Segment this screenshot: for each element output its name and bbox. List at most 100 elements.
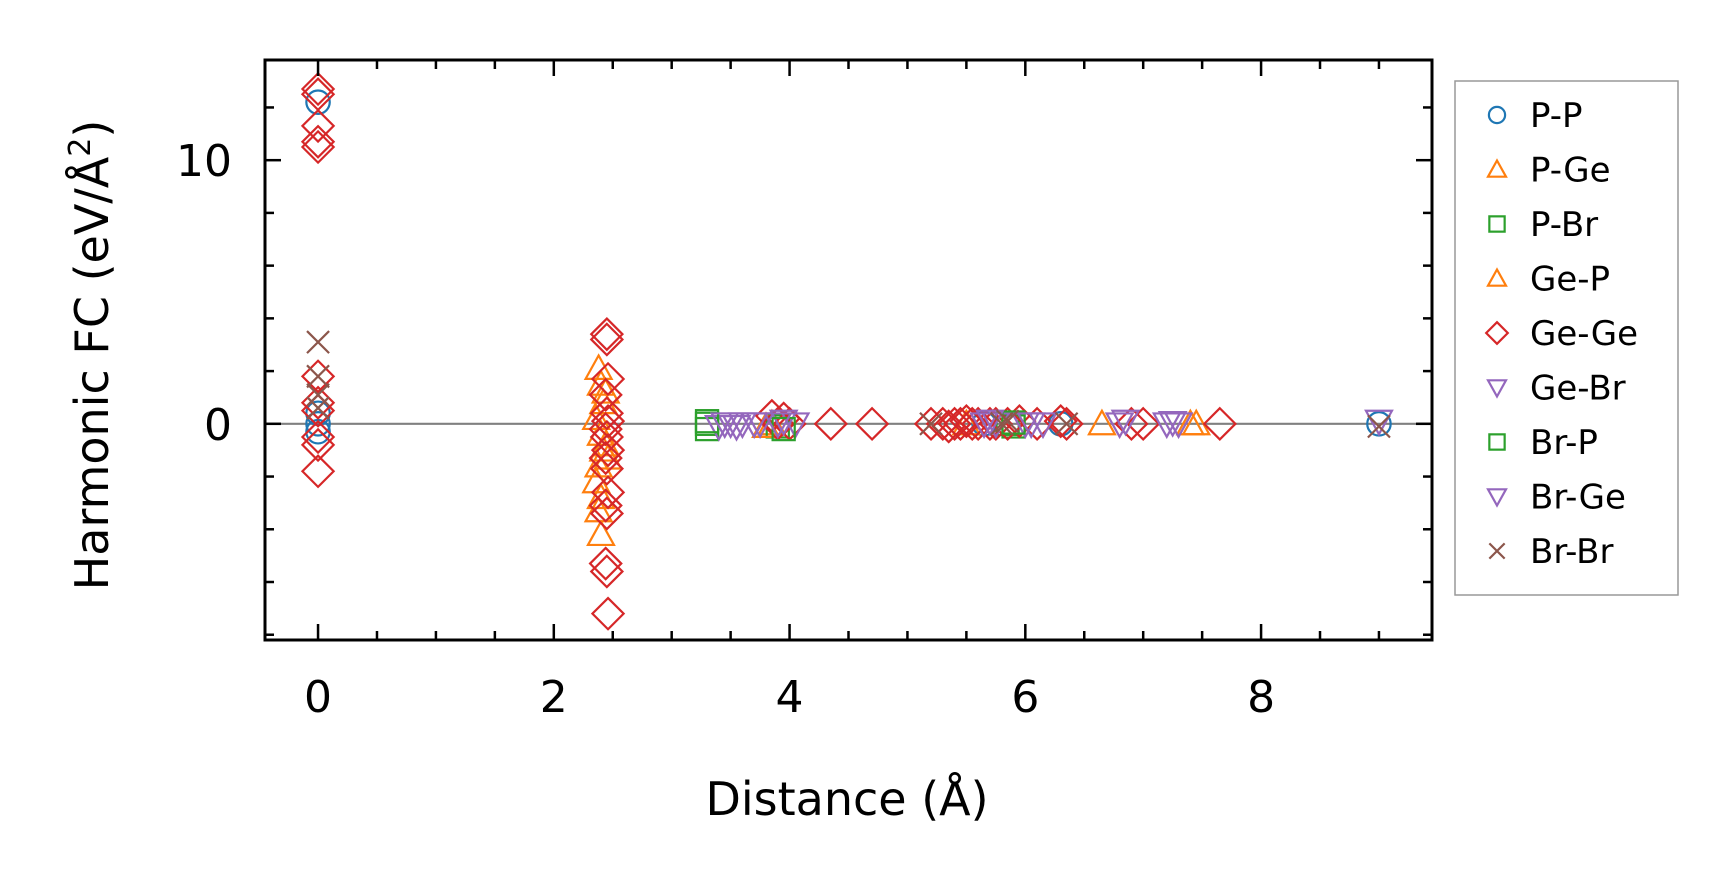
point-br-p-0 (694, 409, 720, 434)
legend-label: Br-P (1530, 423, 1598, 463)
point-ge-p-4 (1175, 408, 1206, 436)
point-ge-ge-51 (1202, 406, 1237, 441)
point-br-ge-5 (1016, 412, 1047, 440)
series-br-ge (709, 409, 1188, 440)
y-axis-label-superscript: 2 (63, 138, 98, 157)
point-ge-ge-48 (1049, 406, 1084, 441)
point-ge-br-10 (1104, 412, 1135, 440)
point-p-br-1 (694, 416, 720, 442)
point-ge-ge-4 (300, 129, 336, 165)
point-ge-ge-26 (589, 554, 625, 589)
legend-marker-ge-br (1486, 379, 1508, 399)
point-ge-br-13 (1364, 409, 1394, 437)
point-ge-ge-49 (1114, 406, 1149, 441)
point-ge-ge-47 (1043, 404, 1078, 439)
legend-label: Br-Br (1530, 532, 1614, 572)
point-br-ge-2 (745, 412, 775, 440)
point-ge-ge-20 (588, 440, 623, 476)
x-axis-label: Distance (Å) (705, 772, 988, 826)
point-ge-ge-39 (949, 404, 984, 439)
series-br-br (306, 330, 1391, 439)
point-ge-ge-41 (961, 406, 996, 441)
point-ge-ge-15 (589, 396, 625, 431)
point-p-ge-10 (586, 519, 616, 547)
legend-marker-p-p (1487, 105, 1507, 125)
point-ge-ge-5 (300, 359, 336, 394)
point-br-br-6 (995, 409, 1020, 434)
legend-label: Ge-P (1530, 260, 1610, 300)
x-tick-label: 4 (776, 672, 804, 723)
legend-item-ge-br: Ge-Br (1486, 369, 1626, 409)
legend-item-br-p: Br-P (1488, 423, 1598, 463)
x-tick-label: 0 (304, 672, 332, 723)
point-ge-ge-22 (590, 475, 626, 510)
x-tick-label: 6 (1011, 672, 1039, 723)
y-tick-label: 10 (176, 136, 232, 187)
legend-label: P-Br (1530, 205, 1598, 245)
point-br-br-4 (919, 411, 943, 436)
legend-marker-br-br (1488, 542, 1506, 560)
y-tick-label: 0 (204, 400, 232, 451)
point-br-ge-3 (762, 412, 793, 440)
point-ge-p-2 (593, 442, 623, 470)
point-ge-ge-14 (588, 377, 623, 412)
series-ge-ge (300, 71, 1237, 631)
point-ge-ge-40 (955, 406, 990, 441)
point-br-ge-7 (1157, 411, 1188, 438)
point-br-ge-4 (975, 409, 1005, 437)
point-p-p-2 (305, 411, 331, 437)
legend-label: Ge-Br (1530, 369, 1626, 409)
point-ge-ge-2 (300, 108, 336, 144)
series-p-ge (581, 353, 1212, 547)
point-br-br-8 (1367, 414, 1391, 439)
legend-marker-p-br (1488, 215, 1506, 233)
legend-label: P-P (1530, 96, 1583, 136)
legend: P-P P-Ge P-Br Ge-P Ge-Ge Ge-Br Br-P Br-Ge Br-Br (1454, 80, 1679, 596)
point-br-ge-1 (727, 412, 758, 440)
point-ge-ge-33 (854, 406, 890, 441)
legend-label: P-Ge (1530, 151, 1611, 191)
point-ge-ge-12 (589, 322, 625, 357)
point-ge-ge-42 (972, 406, 1008, 441)
legend-item-p-br: P-Br (1488, 205, 1598, 245)
point-p-ge-8 (586, 482, 616, 510)
point-ge-ge-10 (300, 454, 336, 489)
point-ge-ge-16 (590, 404, 626, 439)
y-axis-label-close: ) (65, 120, 119, 138)
series-p-p (305, 89, 1392, 445)
point-ge-ge-32 (813, 406, 848, 441)
y-axis-label: Harmonic FC (eV/Å2) (63, 120, 119, 591)
point-ge-ge-27 (590, 596, 626, 631)
legend-marker-ge-ge (1484, 320, 1510, 346)
point-p-p-0 (305, 89, 331, 115)
legend-item-p-ge: P-Ge (1486, 151, 1611, 191)
axis-ticks (265, 60, 1432, 640)
legend-marker-ge-p (1486, 267, 1508, 287)
point-ge-br-4 (768, 409, 799, 437)
plot-frame (263, 58, 1434, 642)
point-ge-ge-23 (588, 488, 623, 523)
point-p-ge-13 (1087, 408, 1117, 436)
point-ge-ge-9 (300, 427, 336, 463)
legend-marker-br-ge (1486, 488, 1508, 508)
tick-labels: 0 2 4 6 8 0 10 (176, 136, 1275, 723)
x-tick-label: 8 (1247, 672, 1275, 723)
point-br-br-1 (306, 364, 330, 389)
point-ge-ge-19 (590, 433, 626, 468)
legend-item-ge-ge: Ge-Ge (1484, 314, 1638, 354)
point-ge-br-5 (780, 412, 811, 440)
plot-marks (265, 71, 1432, 631)
point-br-br-3 (306, 396, 330, 420)
legend-label: Ge-Ge (1530, 314, 1638, 354)
y-axis-label-main: Harmonic FC (eV/Å (65, 156, 119, 590)
point-ge-ge-13 (590, 361, 626, 397)
point-ge-ge-25 (588, 546, 623, 581)
series-ge-br (703, 409, 1394, 442)
point-ge-ge-3 (300, 124, 336, 159)
legend-item-br-br: Br-Br (1488, 532, 1614, 572)
point-br-br-5 (989, 411, 1014, 436)
point-ge-ge-8 (300, 419, 336, 455)
legend-item-br-ge: Br-Ge (1486, 478, 1626, 518)
legend-item-p-p: P-P (1487, 96, 1583, 136)
